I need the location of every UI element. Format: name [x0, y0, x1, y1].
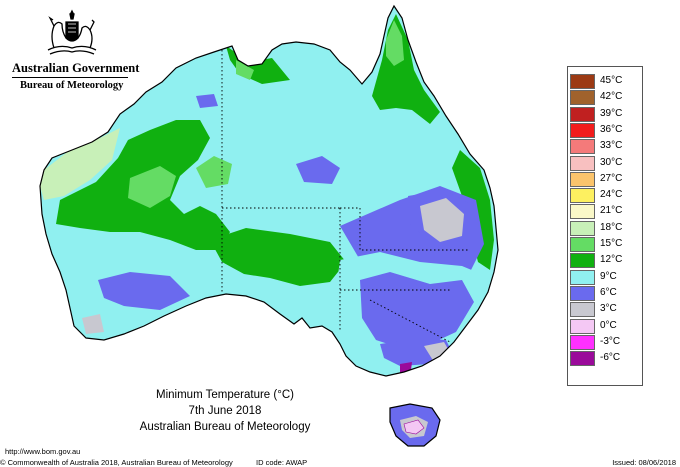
- zone-pale-green-nw: [40, 128, 120, 200]
- legend-item: 33°C: [570, 138, 640, 155]
- legend-item: -3°C: [570, 334, 640, 350]
- zone-grey-sw: [82, 314, 104, 334]
- legend-item: 30°C: [570, 155, 640, 171]
- legend-item: 24°C: [570, 187, 640, 204]
- legend-label: 9°C: [600, 270, 617, 282]
- legend-swatch: [570, 302, 595, 318]
- legend-swatch: [570, 139, 595, 155]
- map-source: Australian Bureau of Meteorology: [139, 421, 311, 433]
- legend-label: 3°C: [600, 303, 617, 315]
- legend-label: 18°C: [600, 221, 623, 233]
- state-borders: [221, 50, 470, 343]
- legend-item: 9°C: [570, 269, 640, 285]
- legend-item: 6°C: [570, 285, 640, 301]
- tasmania: [389, 403, 441, 447]
- legend-swatch: [570, 106, 595, 122]
- legend-item: 36°C: [570, 122, 640, 138]
- legend-item: 3°C: [570, 301, 640, 318]
- id-code: ID code: AWAP: [256, 458, 308, 467]
- footer-url[interactable]: http://www.bom.gov.au: [5, 447, 81, 456]
- legend-swatch: [570, 122, 595, 138]
- coat-of-arms-icon: [47, 9, 97, 55]
- legend-swatch: [570, 253, 595, 269]
- legend-swatch: [570, 220, 595, 236]
- zone-grey-qld: [420, 198, 464, 242]
- legend-label: -6°C: [600, 352, 621, 364]
- temperature-legend: 45°C 42°C 39°C 36°C 33°C 30°C 27°C 24°C 21°C 18°C…: [567, 66, 643, 386]
- zone-mid-green-w: [128, 166, 176, 208]
- legend-label: 21°C: [600, 205, 623, 217]
- agency-title: Bureau of Meteorology: [20, 80, 124, 91]
- footer: © Commonwealth of Australia 2018, Austra…: [0, 458, 680, 467]
- legend-swatch: [570, 334, 595, 350]
- zone-mid-green-c: [196, 156, 232, 188]
- legend-item: 21°C: [570, 203, 640, 220]
- legend-swatch: [570, 237, 595, 252]
- divider: [12, 77, 128, 78]
- legend-label: 6°C: [600, 286, 617, 298]
- legend-label: 12°C: [600, 254, 623, 266]
- legend-swatch: [570, 155, 595, 171]
- legend-swatch: [570, 74, 595, 89]
- legend-label: 45°C: [600, 75, 623, 86]
- legend-item: 0°C: [570, 318, 640, 334]
- legend-label: 0°C: [600, 319, 617, 331]
- legend-item: 18°C: [570, 220, 640, 236]
- legend-item: 15°C: [570, 236, 640, 252]
- zone-blue-se: [360, 272, 474, 348]
- legend-swatch: [570, 188, 595, 204]
- legend-label: 24°C: [600, 189, 623, 201]
- legend-swatch: [570, 318, 595, 334]
- legend-label: 39°C: [600, 107, 623, 119]
- legend-label: 36°C: [600, 123, 623, 135]
- zone-green-central: [210, 228, 346, 286]
- legend-swatch: [570, 90, 595, 106]
- legend-swatch: [570, 269, 595, 285]
- legend-label: 42°C: [600, 91, 623, 103]
- map-title-block: Minimum Temperature (°C) 7th June 2018 A…: [130, 387, 320, 435]
- legend-swatch: [570, 351, 595, 367]
- legend-label: 27°C: [600, 172, 623, 184]
- legend-swatch: [570, 204, 595, 220]
- government-title: Australian Government: [12, 61, 140, 75]
- legend-label: -3°C: [600, 335, 621, 347]
- legend-label: 33°C: [600, 140, 623, 152]
- legend-item: -6°C: [570, 350, 640, 367]
- zone-blue-wa-south: [98, 272, 190, 310]
- legend-item: 27°C: [570, 171, 640, 187]
- legend-item: 12°C: [570, 252, 640, 269]
- legend-swatch: [570, 285, 595, 301]
- zone-blue-central: [296, 156, 340, 184]
- legend-item: 39°C: [570, 106, 640, 122]
- copyright-text: © Commonwealth of Australia 2018, Austra…: [0, 458, 233, 467]
- zone-mid-green-cape: [386, 20, 404, 66]
- legend-label: 15°C: [600, 238, 623, 249]
- map-date: 7th June 2018: [188, 405, 262, 417]
- legend-item: 42°C: [570, 89, 640, 106]
- legend-item: 45°C: [570, 73, 640, 89]
- zone-mid-green-n: [236, 60, 254, 80]
- legend-swatch: [570, 171, 595, 187]
- legend-label: 30°C: [600, 156, 623, 168]
- zone-blue-nt: [196, 94, 218, 108]
- issued-date: Issued: 08/06/2018: [612, 458, 676, 467]
- map-title: Minimum Temperature (°C): [156, 389, 294, 401]
